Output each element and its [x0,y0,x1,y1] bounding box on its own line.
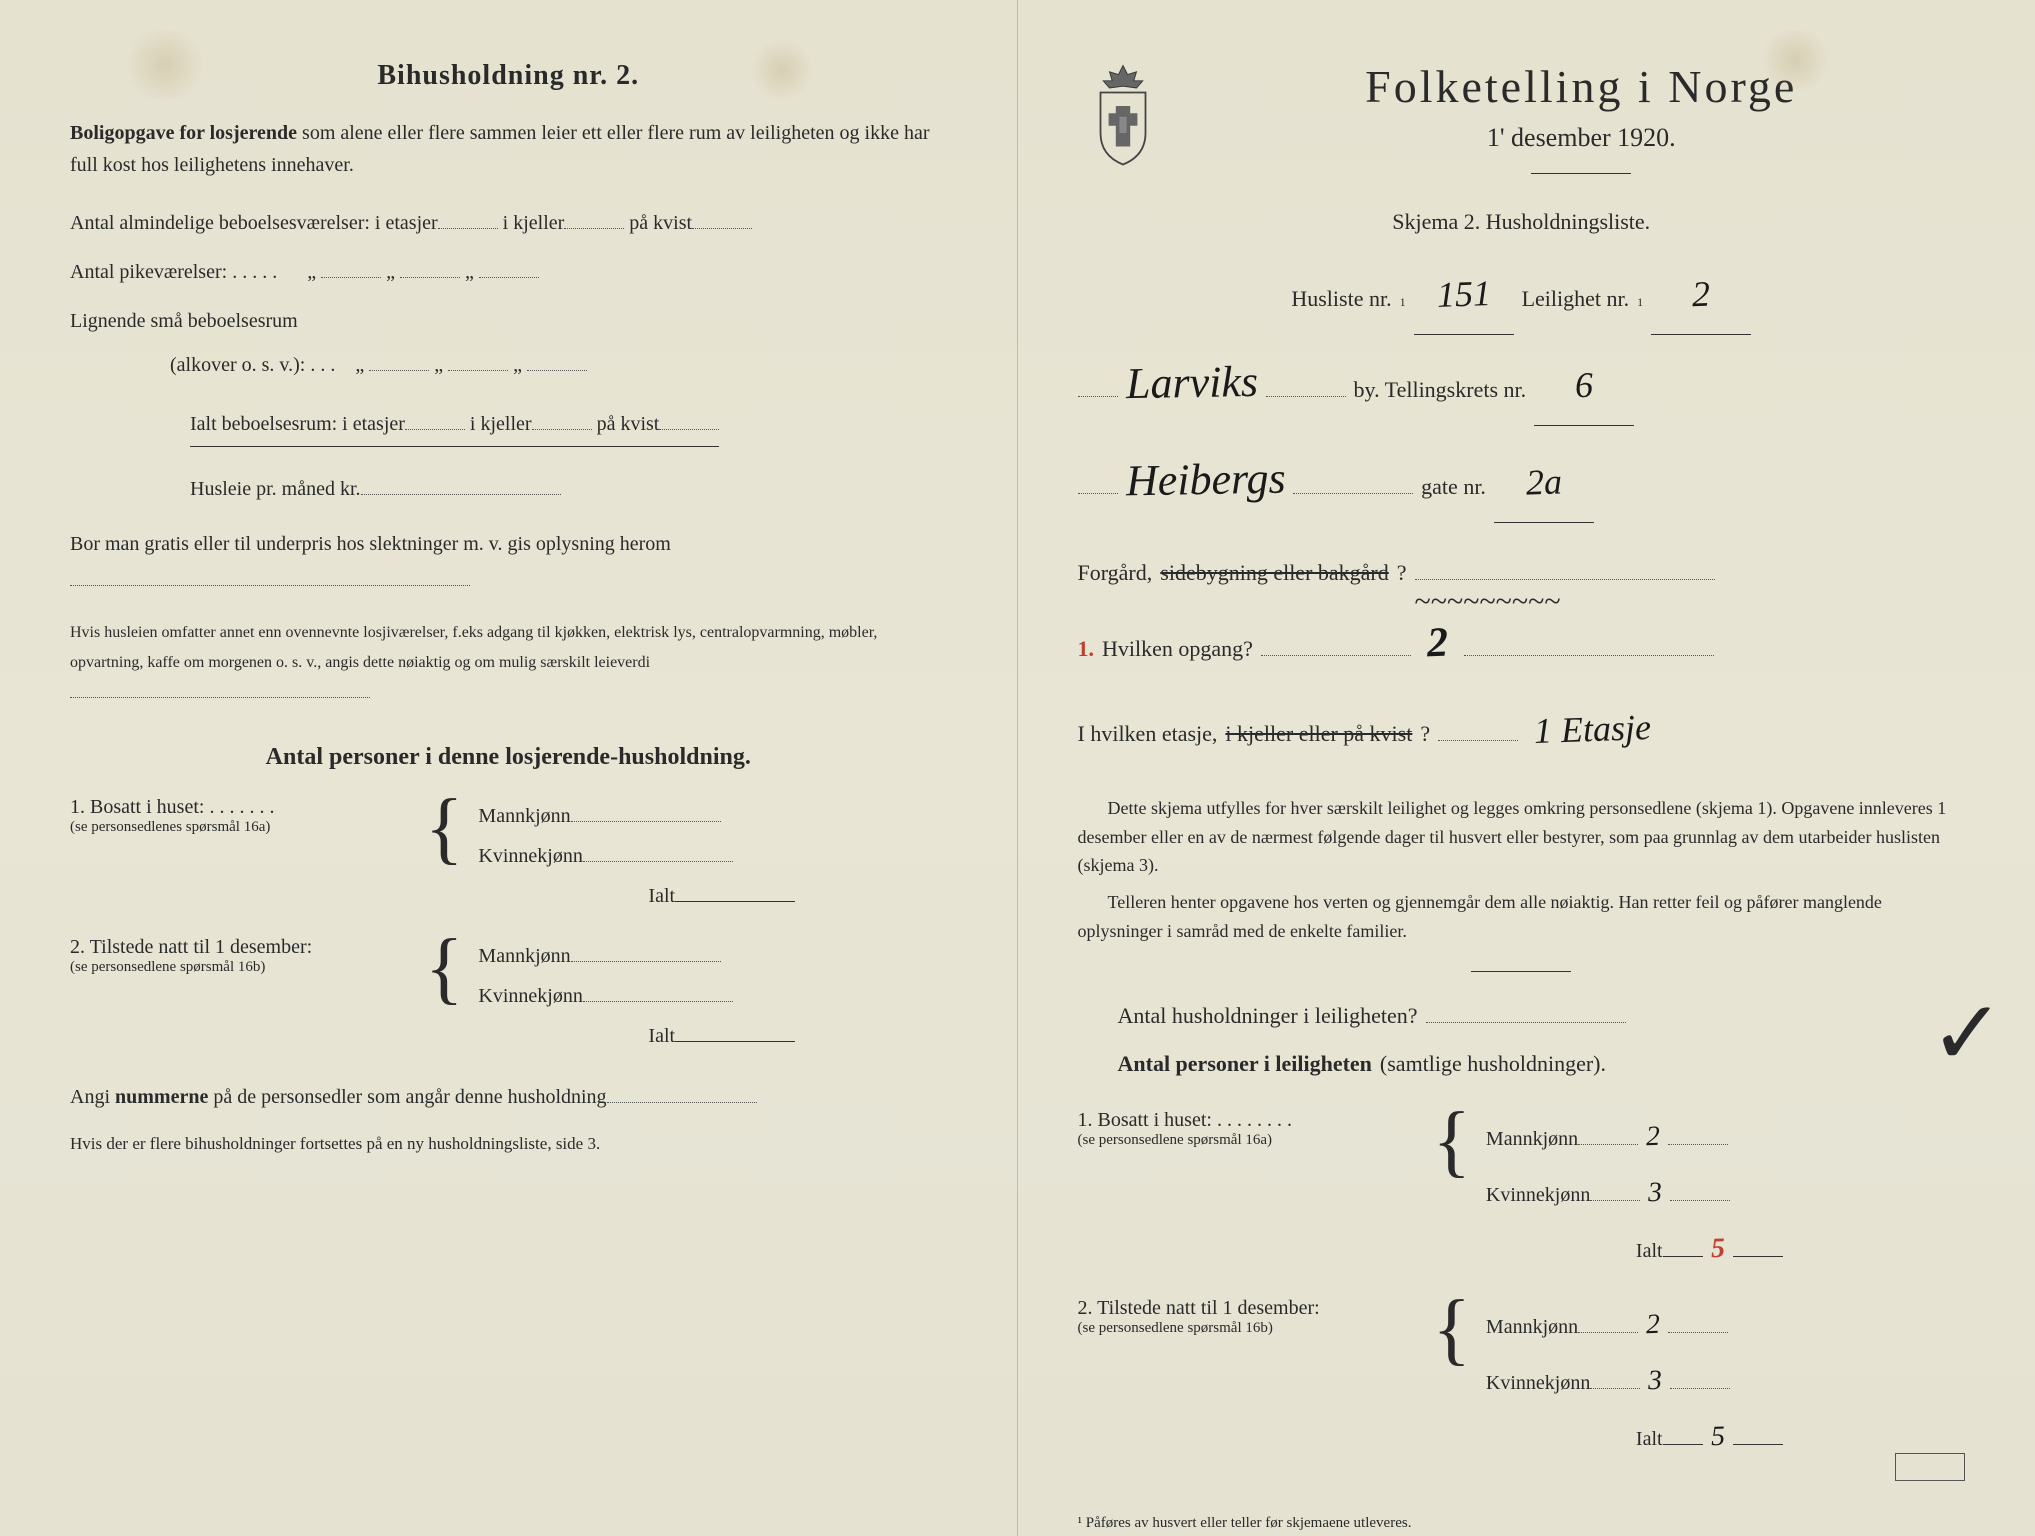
husliste-nr-value: 151 [1427,254,1500,336]
main-title-block: Folketelling i Norge 1' desember 1920. [1198,60,1966,194]
tellingskrets-value: 6 [1566,346,1603,426]
paper-stain [747,40,817,100]
leilighet-nr-value: 2 [1683,254,1720,334]
right-page: Folketelling i Norge 1' desember 1920. S… [1018,0,2035,1536]
tilstede-label-right: 2. Tilstede natt til 1 desember: (se per… [1078,1297,1418,1337]
footer-flere: Hvis der er flere bihusholdninger fortse… [70,1134,947,1154]
footer-angi-nummerne: Angi nummerne på de personsedler som ang… [70,1086,947,1109]
red-prefix: 1. [1078,625,1095,673]
by-value: Larviks [1125,334,1259,433]
divider-line [1531,173,1631,174]
by-line: Larviks by. Tellingskrets nr. 6 [1078,335,1966,432]
divider-line [1471,971,1571,972]
brace-icon: { [425,796,463,860]
field-pikevaerelser: Antal pikeværelser: . . . . . „ „ „ [70,250,947,294]
field-gratis: Bor man gratis eller til underpris hos s… [70,526,947,598]
row-bosatt: 1. Bosatt i huset: . . . . . . . (se per… [70,796,947,916]
husliste-line: Husliste nr.1 151 Leilighet nr.1 2 [1078,255,1966,335]
bosatt-fields-right: Mannkjønn2 Kvinnekjønn3 Ialt5 [1486,1109,1965,1277]
r1-kvinne-value: 3 [1639,1164,1671,1221]
etasje-struck: i kjeller eller på kvist [1225,710,1412,758]
field-husleie: Husleie pr. måned kr. [190,467,947,511]
header-row: Folketelling i Norge 1' desember 1920. [1078,60,1966,194]
printer-stamp [1895,1453,1965,1481]
etasje-line: I hvilken etasje, i kjeller eller på kvi… [1078,690,1966,769]
tilstede-label: 2. Tilstede natt til 1 desember: (se per… [70,936,410,976]
gate-nr-value: 2a [1517,442,1572,523]
row-bosatt-right: 1. Bosatt i huset: . . . . . . . . (se p… [1078,1109,1966,1277]
bosatt-fields: Mannkjønn Kvinnekjønn Ialt [478,796,946,916]
checkmark-icon: ✓ [1930,981,2005,1086]
antal-personer-title: Antal personer i denne losjerende-hushol… [70,744,947,771]
footnote: ¹ Påføres av husvert eller teller før sk… [1078,1515,1966,1532]
bosatt-label: 1. Bosatt i huset: . . . . . . . (se per… [70,796,410,836]
r2-mann-value: 2 [1637,1296,1669,1353]
opgang-value: 2 [1417,597,1457,691]
field-beboelsesvaerelser: Antal almindelige beboelsesværelser: i e… [70,201,947,245]
gate-line: Heibergs gate nr. 2a [1078,432,1966,529]
instructions: Dette skjema utfylles for hver særskilt … [1078,794,1966,946]
left-page: Bihusholdning nr. 2. Boligopgave for los… [0,0,1018,1536]
r2-ialt-value: 5 [1702,1408,1734,1465]
intro-bold: Boligopgave for losjerende [70,122,297,144]
tilstede-fields: Mannkjønn Kvinnekjønn Ialt [478,936,946,1056]
row-tilstede: 2. Tilstede natt til 1 desember: (se per… [70,936,947,1056]
antal-husholdninger-line: Antal husholdninger i leiligheten? [1118,992,1966,1040]
r1-mann-value: 2 [1637,1108,1669,1165]
paper-stain [120,30,210,100]
brace-icon: { [1433,1297,1471,1361]
skjema-line: Skjema 2. Husholdningsliste. [1078,209,1966,235]
r1-ialt-value: 5 [1702,1220,1734,1277]
coat-of-arms-icon [1078,60,1168,170]
field-ialt-beboelsesrum: Ialt beboelsesrum: i etasjer i kjeller p… [190,402,719,447]
antal-personer-title: Antal personer i leiligheten (samtlige h… [1118,1040,1966,1088]
row-tilstede-right: 2. Tilstede natt til 1 desember: (se per… [1078,1297,1966,1465]
paper-stain [1755,30,1835,90]
forgard-struck: sidebygning eller bakgård [1160,549,1389,597]
gate-value: Heibergs [1125,431,1286,531]
forgard-line: Forgård, sidebygning eller bakgård? ~~~~… [1078,549,1966,597]
date-line: 1' desember 1920. [1198,123,1966,153]
bosatt-label-right: 1. Bosatt i huset: . . . . . . . . (se p… [1078,1109,1418,1149]
instruction-p2: Telleren henter opgavene hos verten og g… [1078,888,1966,946]
r2-kvinne-value: 3 [1639,1352,1671,1409]
field-husleien-omfatter: Hvis husleien omfatter annet enn ovennev… [70,618,947,709]
field-lignende: Lignende små beboelsesrum (alkover o. s.… [70,299,947,387]
brace-icon: { [1433,1109,1471,1173]
instruction-p1: Dette skjema utfylles for hver særskilt … [1078,794,1966,880]
intro-paragraph: Boligopgave for losjerende som alene ell… [70,117,947,181]
brace-icon: { [425,936,463,1000]
page-title: Folketelling i Norge [1198,60,1966,113]
etasje-value: 1 Etasje [1525,687,1661,771]
tilstede-fields-right: Mannkjønn2 Kvinnekjønn3 Ialt5 [1486,1297,1965,1465]
